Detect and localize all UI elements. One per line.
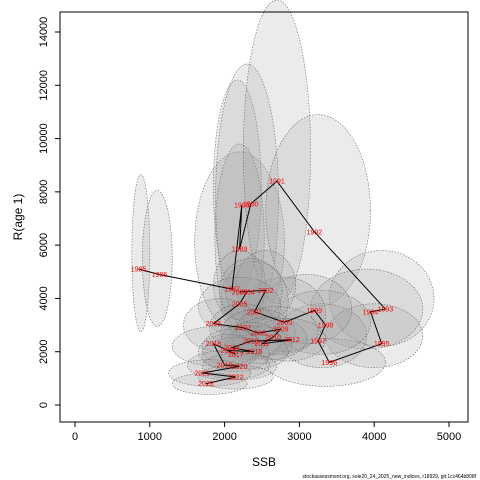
y-tick-label-6000: 6000: [38, 233, 50, 257]
year-label-1990: 1990: [243, 201, 259, 208]
year-label-2013: 2013: [243, 339, 259, 346]
y-tick-label-12000: 12000: [38, 70, 50, 101]
year-label-1991: 1991: [269, 179, 285, 186]
year-label-2018: 2018: [206, 341, 222, 348]
trajectory-line: [138, 180, 387, 385]
year-label-1993: 1993: [378, 307, 394, 314]
year-label-2014: 2014: [224, 345, 240, 352]
confidence-ellipse-1998: [272, 290, 371, 355]
year-label-2017: 2017: [228, 352, 244, 359]
year-label-1992: 1992: [307, 229, 323, 236]
x-tick-label-3000: 3000: [287, 431, 311, 443]
x-axis: 0 1000 2000 3000 4000 5000: [72, 421, 461, 443]
y-tick-label-4000: 4000: [38, 286, 50, 310]
x-axis-title: SSB: [252, 455, 276, 469]
confidence-ellipse-2016: [198, 334, 259, 370]
x-tick-label-4000: 4000: [362, 431, 386, 443]
year-label-2001: 2001: [247, 309, 263, 316]
year-label-2015: 2015: [247, 349, 263, 356]
confidence-ellipse-1996: [265, 338, 386, 387]
year-label-1987: 1987: [224, 287, 240, 294]
year-label-2008: 2008: [250, 331, 266, 338]
y-tick-label-0: 0: [38, 402, 50, 408]
confidence-ellipse-2018: [171, 326, 263, 367]
year-labels: 1985 1986 1987 1988 1989 1990 1991 1992 19931994…: [131, 179, 394, 388]
year-label-1988: 1988: [234, 203, 250, 210]
year-label-1995: 1995: [374, 341, 390, 348]
year-label-2009: 2009: [273, 327, 289, 334]
year-label-2010: 2010: [265, 335, 281, 342]
year-label-1985: 1985: [131, 267, 147, 274]
year-label-1994: 1994: [363, 309, 379, 316]
year-label-1999: 1999: [307, 308, 323, 315]
footer-text: stockassessment.org, sole20_24_2025_new_…: [303, 474, 477, 480]
confidence-ellipse-1989: [214, 143, 265, 331]
confidence-ellipse-2003: [213, 250, 267, 321]
year-label-1996: 1996: [322, 360, 338, 367]
y-axis: 0 2000 4000 6000 8000 10000 12000 14000: [38, 17, 61, 408]
year-label-2019: 2019: [217, 363, 233, 370]
confidence-ellipse-1997: [276, 303, 368, 368]
x-tick-label-0: 0: [72, 431, 78, 443]
year-label-2006: 2006: [206, 321, 222, 328]
y-tick-label-8000: 8000: [38, 180, 50, 204]
year-label-2020: 2020: [232, 364, 248, 371]
year-label-2022: 2022: [228, 375, 244, 382]
year-label-1997: 1997: [310, 339, 326, 346]
confidence-ellipse-2021: [168, 359, 252, 387]
confidence-ellipse-1992: [265, 114, 371, 307]
y-tick-label-14000: 14000: [38, 17, 50, 48]
confidence-ellipse-1988: [213, 79, 262, 294]
year-label-2007: 2007: [236, 325, 252, 332]
confidence-ellipse-2004: [219, 258, 283, 323]
y-axis-title: R(age 1): [11, 194, 25, 241]
year-label-2005: 2005: [232, 301, 248, 308]
year-label-2011: 2011: [254, 341, 269, 348]
year-label-2004: 2004: [239, 289, 255, 296]
x-tick-label-2000: 2000: [212, 431, 236, 443]
x-tick-label-5000: 5000: [437, 431, 461, 443]
year-label-2021: 2021: [194, 371, 210, 378]
confidence-ellipse-1999: [261, 274, 353, 345]
year-label-1998: 1998: [318, 323, 334, 330]
confidence-ellipse-2010: [231, 316, 308, 361]
x-tick-label-1000: 1000: [138, 431, 162, 443]
confidence-ellipse-1995: [325, 303, 424, 368]
year-label-1989: 1989: [232, 247, 248, 254]
confidence-ellipse-1993: [329, 250, 435, 347]
trajectory: [138, 180, 387, 385]
confidence-ellipse-1986: [142, 190, 173, 327]
y-tick-label-2000: 2000: [38, 339, 50, 363]
confidence-ellipse-2000: [243, 276, 326, 353]
year-label-2023: 2023: [198, 381, 214, 388]
year-label-2012: 2012: [284, 337, 300, 344]
y-tick-label-10000: 10000: [38, 123, 50, 154]
year-label-2000: 2000: [277, 320, 293, 327]
year-label-2003: 2003: [232, 289, 248, 296]
confidence-ellipse-1985: [131, 174, 151, 333]
year-label-2016: 2016: [221, 348, 237, 355]
year-label-1986: 1986: [152, 272, 168, 279]
year-label-2002: 2002: [258, 288, 274, 295]
confidence-ellipse-1990: [215, 63, 279, 331]
